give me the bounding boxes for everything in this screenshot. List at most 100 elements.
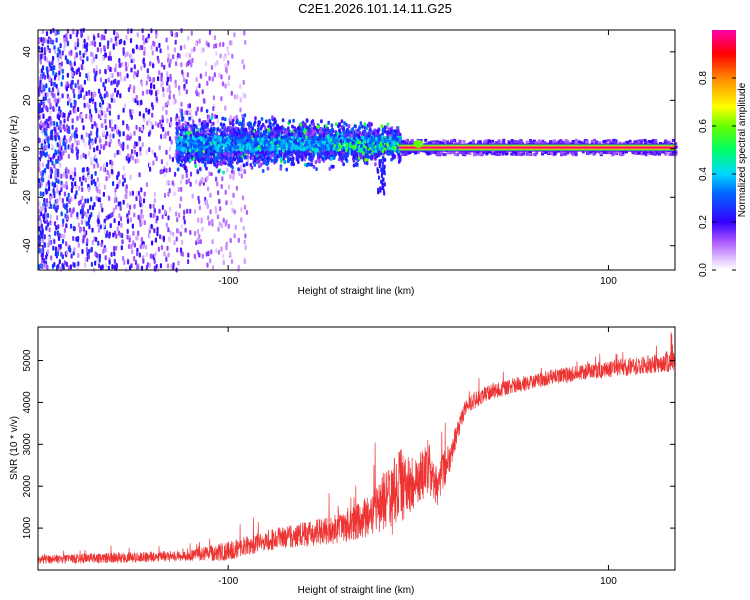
heatmap-cell: [204, 134, 208, 139]
heatmap-cell: [45, 144, 48, 150]
heatmap-cell: [63, 118, 66, 124]
heatmap-cell: [188, 103, 191, 109]
heatmap-cell: [148, 118, 151, 124]
heatmap-cell: [79, 209, 83, 215]
heatmap-cell: [53, 221, 57, 227]
heatmap-cell: [65, 33, 68, 39]
heatmap-cell: [152, 213, 155, 219]
heatmap-cell: [126, 124, 129, 130]
heatmap-cell: [105, 134, 108, 140]
heatmap-cell: [45, 126, 48, 132]
heatmap-cell: [54, 49, 57, 54]
heatmap-cell: [295, 144, 298, 149]
heatmap-cell: [124, 61, 127, 67]
heatmap-cells: [38, 27, 678, 273]
heatmap-cell: [221, 125, 224, 130]
heatmap-cell: [138, 127, 141, 132]
heatmap-cell: [87, 254, 90, 260]
heatmap-cell: [73, 132, 76, 137]
heatmap-cell: [195, 89, 198, 95]
heatmap-cell: [226, 167, 229, 173]
heatmap-cell: [259, 141, 263, 146]
heatmap-cell: [216, 181, 219, 187]
heatmap-cell: [286, 150, 290, 155]
heatmap-cell: [83, 43, 87, 49]
heatmap-cell: [207, 250, 210, 256]
heatmap-cell: [174, 171, 177, 177]
heatmap-cell: [104, 52, 107, 58]
heatmap-cell: [222, 260, 225, 265]
heatmap-cell: [265, 162, 269, 167]
heatmap-cell: [115, 125, 119, 131]
heatmap-cell: [140, 65, 143, 71]
heatmap-cell: [311, 119, 315, 124]
heatmap-cell: [303, 146, 306, 151]
heatmap-cell: [179, 231, 182, 237]
heatmap-cell: [85, 212, 88, 218]
heatmap-cell: [122, 174, 125, 180]
heatmap-cell: [186, 72, 189, 78]
heatmap-cell: [63, 37, 66, 43]
heatmap-cell: [165, 37, 168, 43]
heatmap-cell: [209, 128, 213, 133]
heatmap-cell: [59, 266, 63, 272]
heatmap-cell: [213, 72, 216, 78]
heatmap-cell: [169, 230, 172, 236]
heatmap-cell: [49, 173, 53, 179]
heatmap-cell: [207, 136, 210, 141]
heatmap-cell: [396, 149, 399, 154]
heatmap-cell: [112, 207, 115, 213]
heatmap-cell: [248, 121, 251, 126]
heatmap-cell: [137, 158, 140, 164]
heatmap-cell: [135, 44, 138, 50]
heatmap-cell: [58, 106, 61, 112]
heatmap-cell: [287, 126, 290, 131]
heatmap-cell: [354, 129, 358, 134]
heatmap-cell: [316, 129, 320, 134]
heatmap-cell: [150, 223, 153, 229]
heatmap-cell: [245, 209, 248, 215]
heatmap-cell: [97, 32, 100, 38]
heatmap-cell: [205, 157, 208, 162]
heatmap-cell: [303, 157, 307, 162]
heatmap-cell: [177, 136, 180, 141]
heatmap-cell: [118, 131, 121, 137]
heatmap-cell: [177, 187, 180, 192]
heatmap-cell: [126, 218, 130, 224]
heatmap-cell: [71, 79, 74, 85]
heatmap-cell: [83, 102, 86, 108]
heatmap-cell: [274, 153, 278, 158]
heatmap-cell: [179, 125, 183, 130]
heatmap-cell: [383, 139, 387, 143]
heatmap-cell: [57, 247, 60, 252]
heatmap-cell: [297, 126, 300, 131]
heatmap-cell: [198, 181, 201, 187]
heatmap-cell: [198, 132, 202, 137]
heatmap-cell: [60, 251, 63, 257]
heatmap-cell: [337, 124, 340, 129]
heatmap-cell: [166, 87, 169, 93]
heatmap-cell: [114, 63, 117, 69]
heatmap-cell: [186, 110, 189, 116]
heatmap-cell: [172, 94, 176, 99]
heatmap-cell: [140, 99, 143, 105]
heatmap-cell: [195, 110, 198, 116]
heatmap-cell: [40, 143, 43, 149]
heatmap-cell: [82, 137, 85, 143]
heatmap-cell: [285, 167, 288, 172]
heatmap-cell: [151, 102, 154, 108]
heatmap-cell: [39, 171, 42, 176]
heatmap-cell: [108, 231, 111, 237]
heatmap-cell: [58, 70, 61, 76]
heatmap-cell: [218, 128, 222, 133]
heatmap-cell: [75, 190, 78, 196]
heatmap-cell: [217, 190, 220, 196]
heatmap-cell: [181, 69, 184, 75]
heatmap-cell: [231, 122, 235, 127]
heatmap-cell: [139, 202, 142, 208]
heatmap-cell: [358, 126, 361, 131]
heatmap-cell: [299, 122, 303, 127]
heatmap-cell: [91, 58, 94, 64]
heatmap-cell: [79, 113, 82, 119]
heatmap-cell: [43, 242, 47, 248]
